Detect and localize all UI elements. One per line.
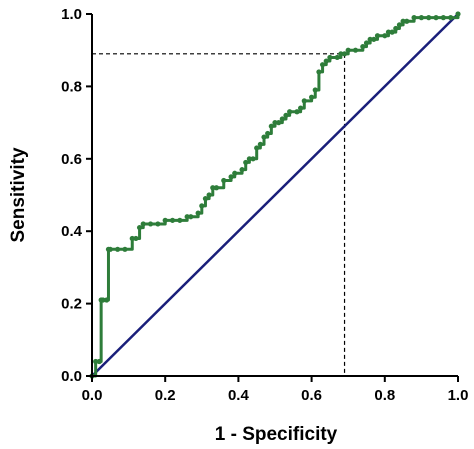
roc-point [129,235,135,242]
y-axis-title: Sensitivity [8,147,29,242]
roc-point [323,58,329,64]
x-axis-title: 1 - Specificity [215,424,338,445]
roc-point [382,33,388,39]
roc-point [155,221,161,227]
roc-point [221,177,227,184]
roc-point [400,18,406,24]
roc-point [312,87,318,93]
roc-point [374,33,381,39]
roc-point [228,174,234,180]
roc-point [100,297,106,303]
roc-point [206,192,212,198]
y-tick-label: 0.8 [61,78,82,95]
roc-point [239,167,245,173]
roc-point [396,22,403,28]
roc-point [122,246,128,252]
roc-point [202,196,209,202]
roc-point [177,217,183,223]
roc-point [104,297,110,303]
roc-point [319,62,326,68]
roc-point [136,224,143,231]
roc-point [250,156,256,162]
roc-point [265,130,271,137]
roc-point [276,120,282,126]
roc-point [254,145,260,151]
x-tick-label: 0.0 [82,387,103,404]
roc-point [418,15,424,21]
roc-point [334,54,340,61]
roc-point [213,185,220,191]
y-tick-label: 0.2 [61,296,82,313]
roc-point [363,40,370,46]
roc-point [448,15,454,21]
roc-point [93,358,99,365]
roc-point [360,43,366,50]
x-tick-label: 0.8 [374,387,395,404]
roc-point [184,214,190,220]
roc-point [147,221,154,227]
roc-point [367,36,373,42]
y-tick-label: 0.4 [61,223,83,240]
roc-point [411,15,417,21]
roc-point [287,109,293,115]
roc-point [404,18,410,24]
roc-point [345,47,351,53]
roc-point [210,185,216,191]
roc-point [352,47,359,53]
roc-point [169,217,176,223]
roc-point [243,159,249,166]
roc-point [115,246,121,252]
x-tick-label: 0.4 [228,387,250,404]
roc-point [162,217,168,223]
roc-point [393,25,399,32]
roc-point [433,15,439,21]
roc-point [279,116,285,122]
y-tick-label: 0.0 [61,368,82,385]
roc-point [261,134,267,140]
roc-point [246,156,252,162]
roc-point [199,203,205,209]
roc-point [232,170,238,176]
roc-point [107,246,113,252]
roc-point [268,123,274,129]
roc-point [140,221,146,227]
y-tick-label: 0.6 [61,151,82,168]
roc-point [338,51,344,57]
reference-line [91,13,459,377]
roc-point [133,235,139,242]
roc-point [257,141,263,147]
roc-point [371,36,377,42]
roc-point [309,94,315,100]
x-tick-label: 0.6 [301,387,322,404]
roc-point [327,54,333,61]
y-tick-label: 1.0 [61,6,82,23]
roc-point [195,210,201,216]
roc-point [301,98,307,104]
roc-point [298,105,304,111]
x-tick-label: 0.2 [155,387,176,404]
roc-point [272,120,278,126]
roc-point [455,11,461,17]
roc-point [188,214,194,220]
x-tick-label: 1.0 [448,387,469,404]
roc-point [341,51,348,57]
roc-point [440,15,446,21]
roc-point [316,69,322,75]
roc-point [385,29,392,35]
roc-point [96,358,102,365]
roc-point [426,15,432,21]
roc-point [389,29,395,35]
roc-point [283,112,289,118]
roc-point [294,109,300,115]
